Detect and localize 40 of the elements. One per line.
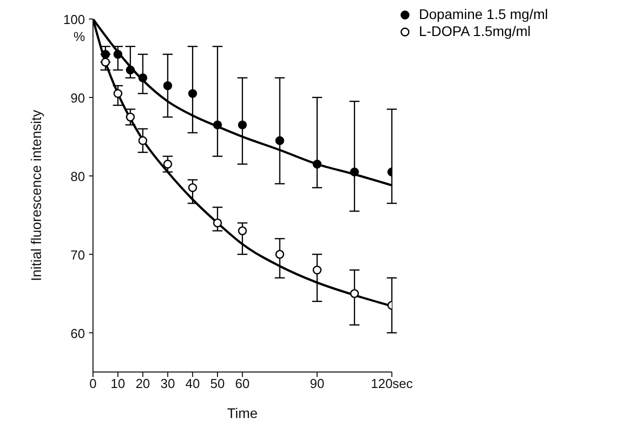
x-tick-label: 60: [235, 376, 250, 392]
point: [312, 266, 322, 274]
point: [126, 66, 135, 74]
point: [275, 136, 284, 146]
point: [163, 160, 172, 169]
point: [312, 160, 322, 169]
point: [238, 226, 247, 236]
x-tick-label: 120sec: [370, 376, 414, 392]
y-tick-label: 100 %: [63, 12, 86, 44]
point: [213, 218, 222, 228]
y-tick-label: 80: [70, 168, 85, 184]
x-tick-label: 0: [89, 376, 97, 392]
point: [101, 58, 110, 67]
point: [238, 120, 247, 130]
x-tick-label: 20: [136, 376, 150, 392]
point: [275, 250, 284, 259]
point: [213, 120, 222, 130]
point: [101, 50, 110, 59]
point: [126, 112, 135, 122]
point: [188, 89, 198, 98]
x-tick-label: 30: [160, 376, 175, 392]
x-tick-label: 40: [185, 376, 200, 392]
point: [113, 50, 122, 59]
point: [350, 168, 359, 176]
y-tick-label: 70: [70, 247, 85, 262]
x-axis-title: Time: [227, 405, 258, 421]
x-tick-label: 90: [310, 376, 324, 392]
x-tick-label: 50: [210, 376, 225, 392]
point: [350, 289, 359, 298]
y-tick-label: 90: [70, 90, 85, 106]
legend-label: Dopamine 1.5 mg/ml: [418, 6, 548, 23]
point: [138, 73, 148, 82]
point: [138, 136, 148, 146]
point: [188, 183, 198, 192]
y-tick-label: 60: [70, 326, 85, 341]
legend-label: L-DOPA 1.5mg/ml: [418, 23, 531, 40]
y-axis-title: Initial fluorescence intensity: [28, 110, 44, 282]
x-tick-label: 10: [110, 376, 126, 392]
point: [163, 81, 172, 90]
point: [113, 89, 122, 98]
